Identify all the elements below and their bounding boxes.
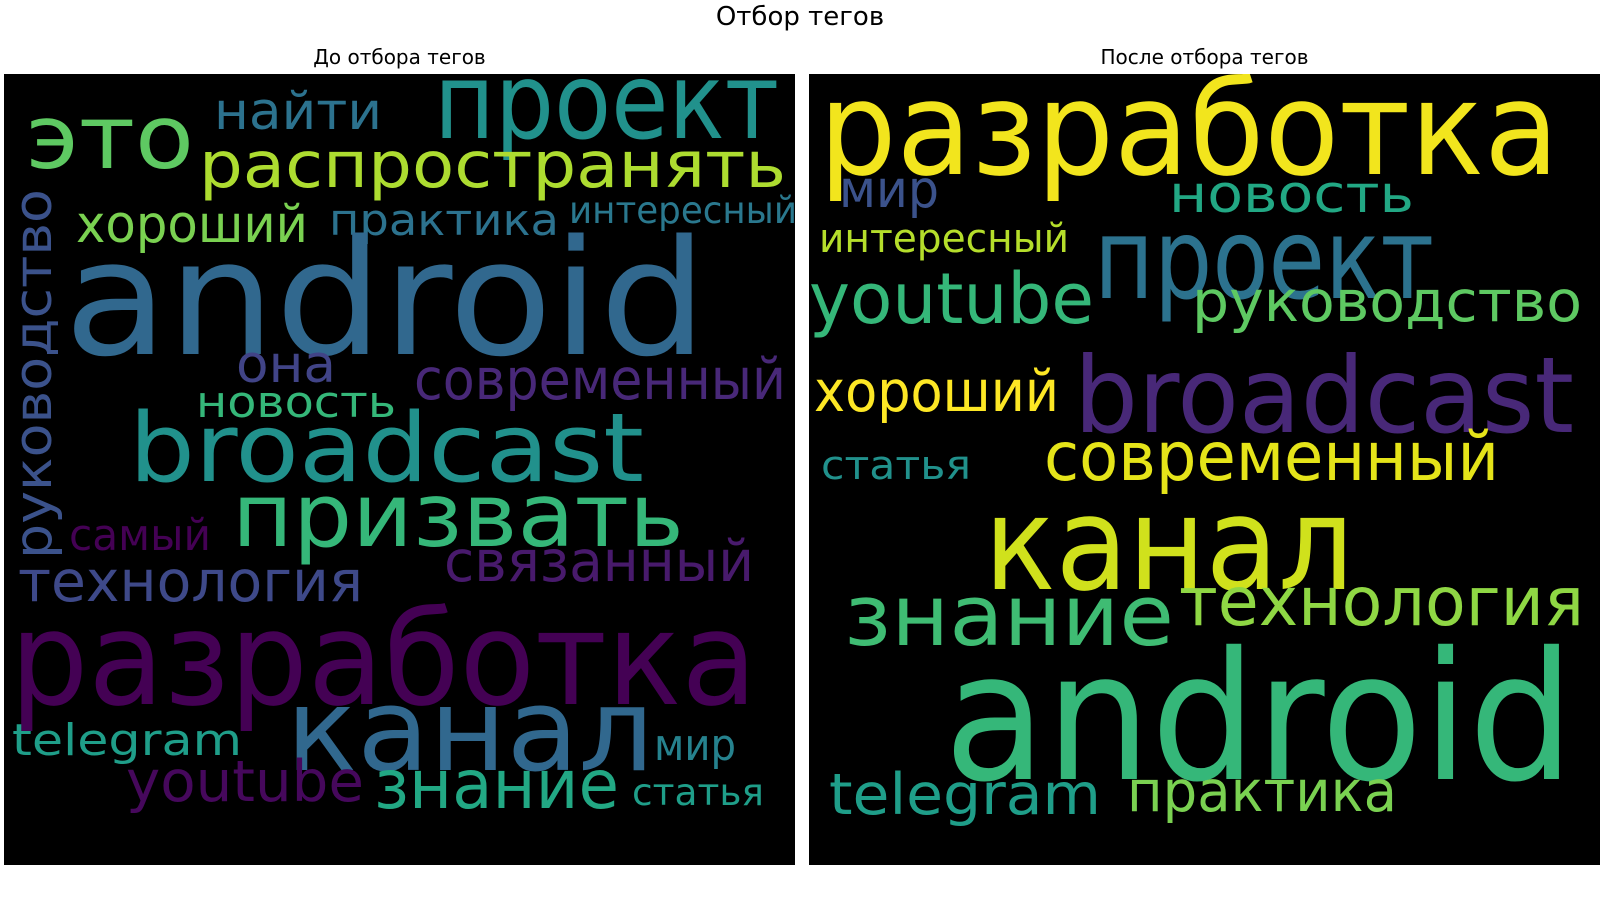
left-word-интересный: интересный	[569, 189, 795, 232]
left-word-мир: мир	[654, 720, 736, 771]
left-word-практика: практика	[329, 195, 559, 246]
left-word-призвать: призвать	[232, 464, 684, 567]
right-word-современный: современный	[1044, 418, 1499, 497]
left-word-статья: статья	[632, 771, 764, 814]
right-word-новость: новость	[1169, 165, 1414, 225]
left-word-она: она	[236, 335, 336, 395]
right-word-android: android	[944, 614, 1574, 821]
left-word-связанный: связанный	[444, 529, 754, 595]
left-word-технология: технология	[18, 549, 363, 615]
left-word-новость: новость	[196, 377, 396, 428]
left-word-современный: современный	[414, 347, 786, 413]
left-word-telegram: telegram	[12, 715, 242, 766]
right-word-практика: практика	[1127, 759, 1397, 825]
left-word-это: это	[26, 86, 194, 189]
left-word-руководство: руководство	[4, 189, 64, 559]
figure-title: Отбор тегов	[715, 2, 885, 32]
left-word-broadcast: broadcast	[129, 394, 644, 504]
right-word-хороший: хороший	[814, 359, 1059, 425]
right-word-знание: знание	[844, 567, 1174, 666]
right-word-youtube: youtube	[809, 258, 1094, 340]
left-panel-title: До отбора тегов	[313, 45, 486, 69]
left-word-проект: проект	[434, 74, 779, 163]
right-word-канал: канал	[984, 468, 1354, 620]
left-word-разработка: разработка	[10, 583, 757, 735]
left-word-найти: найти	[214, 82, 382, 142]
right-word-руководство: руководство	[1192, 269, 1582, 335]
right-panel-title: После отбора тегов	[1100, 45, 1309, 69]
right-word-технология: технология	[1179, 563, 1584, 642]
left-word-youtube: youtube	[126, 749, 364, 815]
left-word-cloud: это проект найти распространять хороший практ…	[4, 74, 795, 865]
right-word-разработка: разработка	[819, 74, 1559, 205]
right-word-статья: статья	[821, 443, 971, 489]
right-word-telegram: telegram	[829, 762, 1101, 828]
left-word-самый: самый	[69, 510, 211, 561]
left-word-знание: знание	[374, 746, 619, 825]
right-word-интересный: интересный	[819, 216, 1069, 262]
left-word-android: android	[64, 205, 707, 392]
left-word-хороший: хороший	[76, 195, 308, 255]
right-word-мир: мир	[839, 160, 939, 220]
right-word-broadcast: broadcast	[1074, 335, 1574, 457]
left-word-канал: канал	[286, 664, 654, 798]
left-word-распространять: распространять	[199, 129, 786, 203]
right-word-проект: проект	[1094, 195, 1434, 325]
right-word-cloud: разработка мир новость интересный проект yout…	[809, 74, 1600, 865]
